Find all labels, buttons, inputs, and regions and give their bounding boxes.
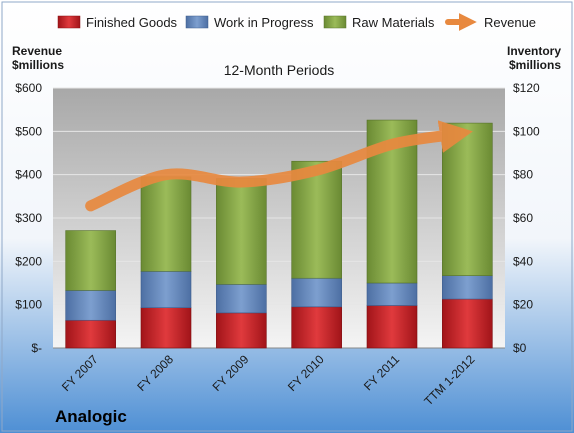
revenue-line-layer	[85, 120, 473, 212]
legend-label-work-in-progress: Work in Progress	[214, 15, 314, 30]
gridlines	[53, 87, 505, 349]
left-axis-tick-label: $600	[15, 81, 42, 95]
bar-finished-goods-fy-2008	[140, 307, 192, 349]
left-axis-title-line2: $millions	[12, 58, 64, 72]
bar-finished-goods-fy-2011	[366, 305, 418, 349]
bar-work-in-progress-fy-2008	[140, 270, 192, 308]
bar-raw-materials-fy-2008	[140, 176, 192, 272]
bar-work-in-progress-ttm-1-2012	[442, 275, 493, 300]
bar-work-in-progress-fy-2009	[216, 283, 267, 314]
right-axis-ticks: $0 $20 $40 $60 $80 $100 $120	[513, 81, 540, 355]
legend-label-raw-materials: Raw Materials	[352, 15, 435, 30]
bar-work-in-progress-fy-2007	[65, 290, 116, 321]
left-axis-tick-label: $500	[15, 124, 42, 138]
right-axis-tick-label: $20	[513, 298, 533, 312]
legend: Finished Goods Work in Progress Raw Mate…	[57, 13, 536, 31]
bar-raw-materials-fy-2007	[65, 230, 116, 291]
right-axis-title-line1: Inventory	[507, 44, 561, 58]
bar-finished-goods-fy-2010	[291, 306, 342, 349]
legend-swatch-work-in-progress	[185, 15, 209, 29]
company-name: Analogic	[55, 407, 127, 426]
left-axis-tick-label: $100	[15, 298, 42, 312]
right-axis-tick-label: $100	[513, 124, 540, 138]
right-axis-tick-label: $60	[513, 211, 533, 225]
legend-label-revenue: Revenue	[484, 15, 536, 30]
legend-label-finished-goods: Finished Goods	[86, 15, 178, 30]
legend-swatch-finished-goods	[57, 15, 81, 29]
right-axis-tick-label: $0	[513, 341, 527, 355]
bar-finished-goods-ttm-1-2012	[442, 298, 493, 349]
bar-finished-goods-fy-2009	[216, 312, 267, 349]
bar-work-in-progress-fy-2010	[291, 277, 342, 308]
right-axis-title-line2: $millions	[509, 58, 561, 72]
bar-work-in-progress-fy-2011	[366, 282, 418, 306]
left-axis-tick-label: $400	[15, 168, 42, 182]
right-axis-tick-label: $120	[513, 81, 540, 95]
chart-subtitle: 12-Month Periods	[224, 62, 335, 78]
left-axis-tick-label: $200	[15, 254, 42, 268]
bar-raw-materials-fy-2010	[291, 160, 342, 279]
bar-finished-goods-fy-2007	[65, 319, 116, 349]
left-axis-tick-label: $300	[15, 211, 42, 225]
right-axis-tick-label: $80	[513, 168, 533, 182]
left-axis-ticks: $- $100 $200 $300 $400 $500 $600	[15, 81, 42, 355]
revenue-line	[85, 120, 473, 212]
left-axis-title-line1: Revenue	[12, 44, 62, 58]
legend-swatch-raw-materials	[323, 15, 347, 29]
right-axis-tick-label: $40	[513, 254, 533, 268]
left-axis-tick-label: $-	[31, 341, 42, 355]
bar-raw-materials-fy-2009	[216, 178, 267, 285]
bar-raw-materials-ttm-1-2012	[442, 122, 493, 276]
